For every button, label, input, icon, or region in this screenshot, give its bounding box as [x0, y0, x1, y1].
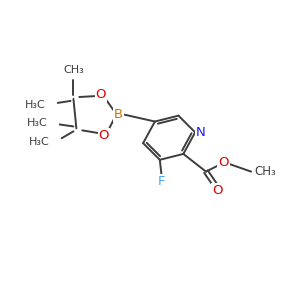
Text: O: O [99, 129, 109, 142]
Text: O: O [96, 88, 106, 100]
Text: H₃C: H₃C [25, 100, 46, 110]
Text: CH₃: CH₃ [63, 65, 84, 76]
Text: F: F [158, 175, 166, 188]
Text: O: O [218, 156, 229, 169]
Text: B: B [114, 108, 123, 121]
Text: CH₃: CH₃ [254, 165, 276, 178]
Text: N: N [196, 126, 206, 139]
Text: H₃C: H₃C [27, 118, 48, 128]
Text: H₃C: H₃C [29, 137, 50, 147]
Text: O: O [212, 184, 223, 197]
